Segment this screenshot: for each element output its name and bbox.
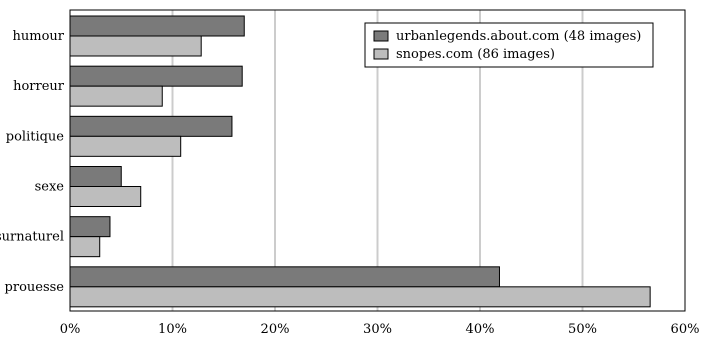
bar-humour-series-0: [69, 15, 245, 37]
plot-frame: [69, 9, 686, 312]
x-axis-ticks: 0% 10% 20% 30% 40% 50% 60%: [60, 322, 700, 337]
category-label-politique: politique: [6, 129, 65, 144]
x-tick-label: 20%: [261, 322, 290, 337]
bar-sexe-series-1: [69, 186, 142, 207]
bar-humour-series-1: [69, 35, 202, 57]
bar-politique-series-1: [69, 135, 182, 157]
legend-label-snopes: snopes.com (86 images): [396, 47, 555, 62]
bars: [69, 15, 651, 308]
category-label-prouesse: prouesse: [5, 280, 65, 295]
x-tick-label: 30%: [363, 322, 392, 337]
x-tick-label: 50%: [568, 322, 597, 337]
bar-horreur-series-1: [69, 85, 163, 107]
x-tick-label: 60%: [671, 322, 700, 337]
legend-label-urbanlegends: urbanlegends.about.com (48 images): [396, 29, 641, 44]
category-label-surnaturel: surnaturel: [0, 230, 64, 245]
bar-prouesse-series-0: [69, 266, 500, 288]
bar-politique-series-0: [69, 115, 233, 137]
bar-horreur-series-0: [69, 65, 243, 87]
x-tick-label: 40%: [466, 322, 495, 337]
legend-swatch-snopes: [373, 48, 389, 60]
category-label-sexe: sexe: [35, 180, 65, 195]
bar-sexe-series-0: [69, 166, 122, 187]
legend: urbanlegends.about.com (48 images) snope…: [364, 22, 654, 68]
category-labels: humour horreur politique sexe surnaturel prou…: [0, 29, 65, 295]
legend-swatch-urbanlegends: [373, 30, 389, 42]
category-label-humour: humour: [13, 29, 65, 44]
legend-box: [364, 22, 654, 68]
x-tick-label: 10%: [158, 322, 187, 337]
category-label-horreur: horreur: [13, 79, 65, 94]
bar-surnaturel-series-0: [69, 216, 111, 238]
bar-surnaturel-series-1: [69, 236, 101, 258]
bar-prouesse-series-1: [69, 286, 651, 308]
x-tick-label: 0%: [60, 322, 81, 337]
